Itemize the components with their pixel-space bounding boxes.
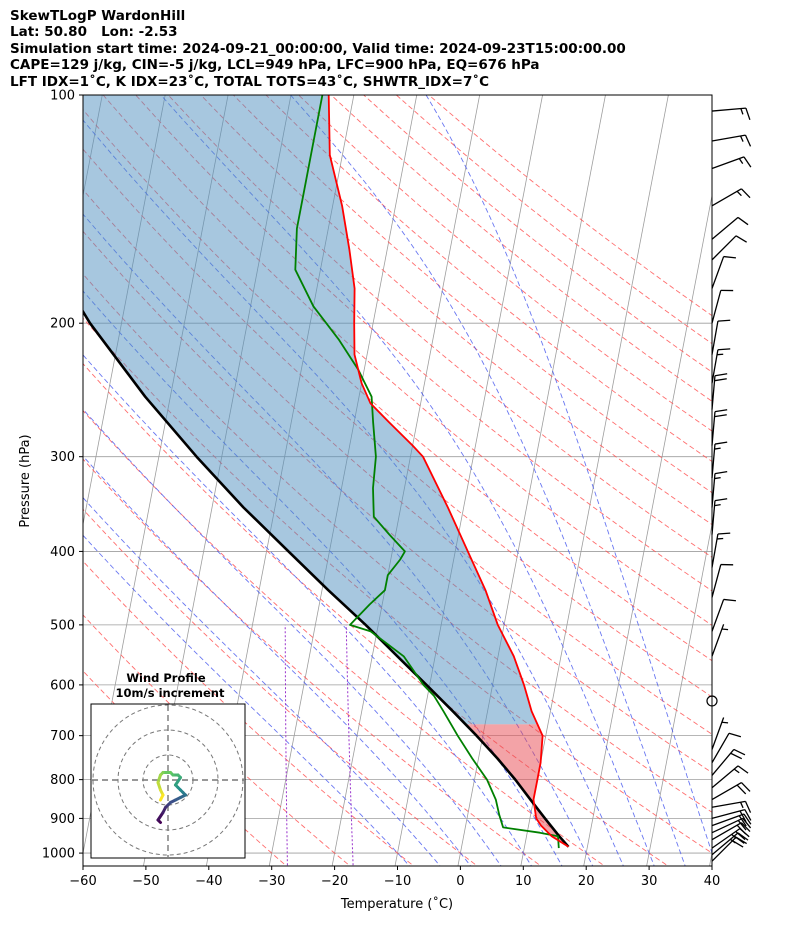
cape-cin-shading xyxy=(83,95,569,847)
hodograph-trace xyxy=(156,811,165,822)
dewpoint-line xyxy=(294,95,560,849)
wind-barb xyxy=(711,748,746,776)
moist-adiabat-line xyxy=(83,119,624,866)
hodograph-trace xyxy=(174,776,182,787)
chart-header: SkewTLogP WardonHill Lat: 50.80 Lon: -2.… xyxy=(10,8,626,90)
y-tick-label: 800 xyxy=(50,773,75,788)
chart-title-line2: Lat: 50.80 Lon: -2.53 xyxy=(10,24,178,41)
x-tick-label: −10 xyxy=(384,874,411,889)
wind-barb xyxy=(711,563,734,598)
wind-barb xyxy=(711,107,751,121)
wind-barb xyxy=(711,216,749,240)
dry-adiabat-line xyxy=(396,95,712,345)
wind-barb xyxy=(711,255,736,289)
wind-barb xyxy=(711,598,736,632)
calm-wind-circle xyxy=(706,695,718,707)
x-tick-label: 20 xyxy=(578,874,595,889)
wind-barb xyxy=(711,800,752,813)
isotherm-line xyxy=(520,95,669,866)
moist-adiabat-line xyxy=(290,95,686,866)
y-tick-label: 300 xyxy=(50,450,75,465)
wind-barb xyxy=(711,441,728,479)
y-tick-label: 500 xyxy=(50,618,75,633)
y-tick-label: 1000 xyxy=(42,847,75,862)
wind-barb xyxy=(711,532,731,568)
hodograph: Wind Profile 10m/s increment xyxy=(90,671,246,859)
wind-barb xyxy=(711,732,742,764)
dry-adiabat-line xyxy=(428,95,712,317)
dry-adiabat-line xyxy=(83,614,351,866)
wind-barb xyxy=(711,782,751,801)
x-tick-label: 10 xyxy=(515,874,532,889)
wind-barb xyxy=(711,319,731,355)
wind-barb xyxy=(711,409,728,446)
chart-title-line4: CAPE=129 j/kg, CIN=-5 j/kg, LCL=949 hPa,… xyxy=(10,57,540,74)
dry-adiabat-line xyxy=(167,95,712,558)
chart-title-line1: SkewTLogP WardonHill xyxy=(10,8,186,24)
hodograph-trace xyxy=(159,793,165,802)
wind-barbs xyxy=(706,107,752,862)
wind-barb xyxy=(711,348,731,384)
y-tick-label: 200 xyxy=(50,317,75,332)
dry-adiabat-line xyxy=(298,95,712,432)
wind-barb xyxy=(711,624,729,657)
x-tick-label: 30 xyxy=(641,874,658,889)
wind-barb xyxy=(711,817,752,834)
wind-barb xyxy=(711,470,728,508)
wind-barb xyxy=(711,134,752,147)
y-axis-label: Pressure (hPa) xyxy=(18,434,33,527)
isotherm-line xyxy=(772,95,794,869)
y-tick-label: 400 xyxy=(50,545,75,560)
moist-adiabat-line xyxy=(83,408,502,866)
chart-title-line3: Simulation start time: 2024-09-21_00:00:… xyxy=(10,40,626,57)
wind-barb xyxy=(711,808,752,823)
moist-adiabat-line xyxy=(83,534,411,866)
x-tick-label: 40 xyxy=(704,874,721,889)
wind-barb xyxy=(711,765,749,789)
wind-barb xyxy=(711,717,729,750)
cape-shading xyxy=(83,95,538,725)
wind-barb xyxy=(711,156,752,170)
isotherm-line xyxy=(646,522,712,866)
x-tick-label: −40 xyxy=(195,874,222,889)
y-tick-label: 900 xyxy=(50,812,75,827)
mixing-ratio-line xyxy=(284,624,288,866)
dry-adiabat-line xyxy=(83,458,542,866)
dry-adiabat-line xyxy=(83,109,712,662)
x-tick-label: −60 xyxy=(69,874,96,889)
mixing-ratio-line xyxy=(345,624,354,866)
moist-adiabat-line xyxy=(160,95,655,866)
dry-adiabat-line xyxy=(83,317,712,854)
x-tick-label: −30 xyxy=(258,874,285,889)
hodograph-subtitle: 10m/s increment xyxy=(116,686,225,700)
dry-adiabat-line xyxy=(83,410,606,866)
moist-adiabat-line xyxy=(425,95,712,855)
wind-barb xyxy=(711,498,728,535)
isotherm-line xyxy=(583,193,712,866)
wind-barb xyxy=(711,235,747,261)
x-tick-label: −20 xyxy=(321,874,348,889)
x-tick-label: −50 xyxy=(132,874,159,889)
y-tick-label: 600 xyxy=(50,678,75,693)
moist-adiabat-line xyxy=(83,497,441,866)
wind-barb xyxy=(711,188,751,207)
moist-adiabat-line xyxy=(83,455,472,866)
wind-barb xyxy=(711,813,752,827)
wind-barb xyxy=(711,373,728,410)
y-tick-label: 700 xyxy=(50,729,75,744)
temperature-line xyxy=(327,95,569,848)
isotherm-line xyxy=(709,850,712,866)
dry-adiabat-line xyxy=(200,95,712,526)
x-axis-label: Temperature (˚C) xyxy=(340,896,453,912)
x-tick-label: 0 xyxy=(456,874,464,889)
wind-barb xyxy=(711,289,734,324)
wind-barb xyxy=(711,822,751,841)
chart-title-line5: LFT IDX=1˚C, K IDX=23˚C, TOTAL TOTS=43˚C… xyxy=(10,73,490,90)
sounding-profiles xyxy=(83,95,570,849)
y-tick-label: 100 xyxy=(50,89,75,104)
hodograph-title: Wind Profile xyxy=(126,671,206,685)
